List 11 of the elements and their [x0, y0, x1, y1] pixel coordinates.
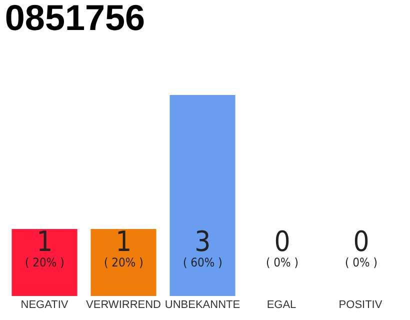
data-label: 0 ( 0% )	[266, 225, 298, 270]
data-label: 3 ( 60% )	[183, 225, 222, 270]
data-label: 1 ( 20% )	[104, 225, 144, 270]
data-label: 0 ( 0% )	[345, 225, 378, 270]
chart-title: 0851756	[4, 0, 146, 38]
x-tick-label: EGAL	[266, 299, 296, 311]
x-tick-label: POSITIV	[338, 299, 383, 311]
x-tick-label: UNBEKANNTE	[164, 299, 240, 311]
x-tick-label: NEGATIV	[20, 299, 69, 311]
x-tick-label: VERWIRREND	[86, 299, 162, 311]
data-label: 1 ( 20% )	[25, 225, 64, 270]
